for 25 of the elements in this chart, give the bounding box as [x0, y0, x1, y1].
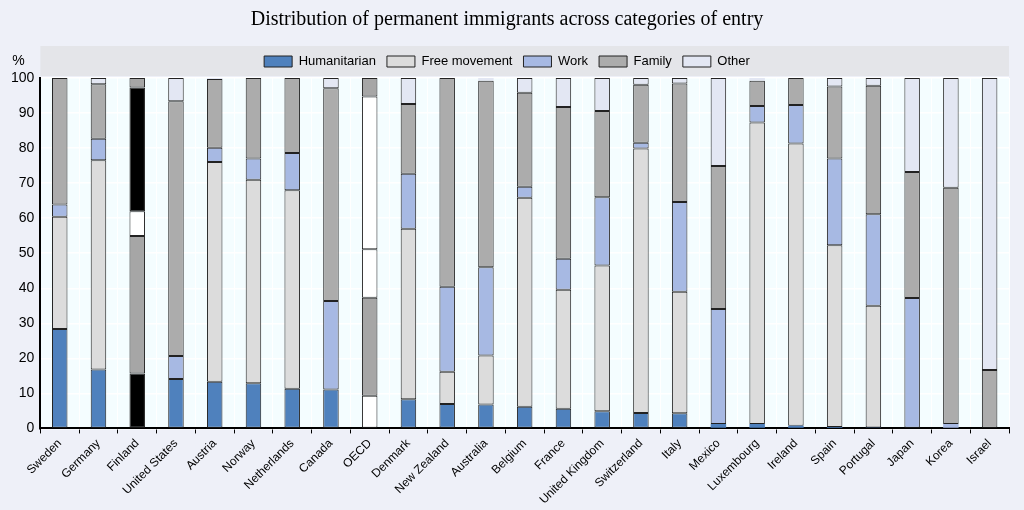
y-tick-label: 10: [18, 384, 35, 401]
x-tick-label: Italy: [658, 436, 685, 462]
y-tick-label: 50: [18, 244, 35, 261]
bar: [478, 78, 494, 81]
legend-label: Work: [557, 53, 589, 69]
y-tick-label: 90: [18, 103, 35, 120]
y-tick-label: 100: [11, 68, 35, 85]
bar: [749, 78, 765, 81]
legend-label: Free movement: [421, 53, 513, 69]
bar: [788, 425, 804, 428]
y-tick-label: 0: [26, 419, 35, 436]
y-axis-title: %: [12, 51, 25, 68]
y-tick-label: 80: [18, 138, 35, 155]
legend-label: Humanitarian: [298, 53, 376, 69]
legend-label: Other: [717, 53, 751, 69]
y-tick-label: 40: [18, 279, 35, 296]
bar: [943, 423, 959, 428]
bar: [749, 423, 765, 428]
y-tick-label: 60: [18, 209, 35, 226]
y-tick-label: 30: [18, 314, 35, 331]
bar: [710, 423, 727, 428]
legend-label: Family: [633, 53, 673, 69]
chart-title: Distribution of permanent immigrants across categories of entry: [250, 7, 764, 31]
y-tick-label: 20: [18, 349, 35, 366]
y-tick-label: 70: [18, 173, 35, 190]
